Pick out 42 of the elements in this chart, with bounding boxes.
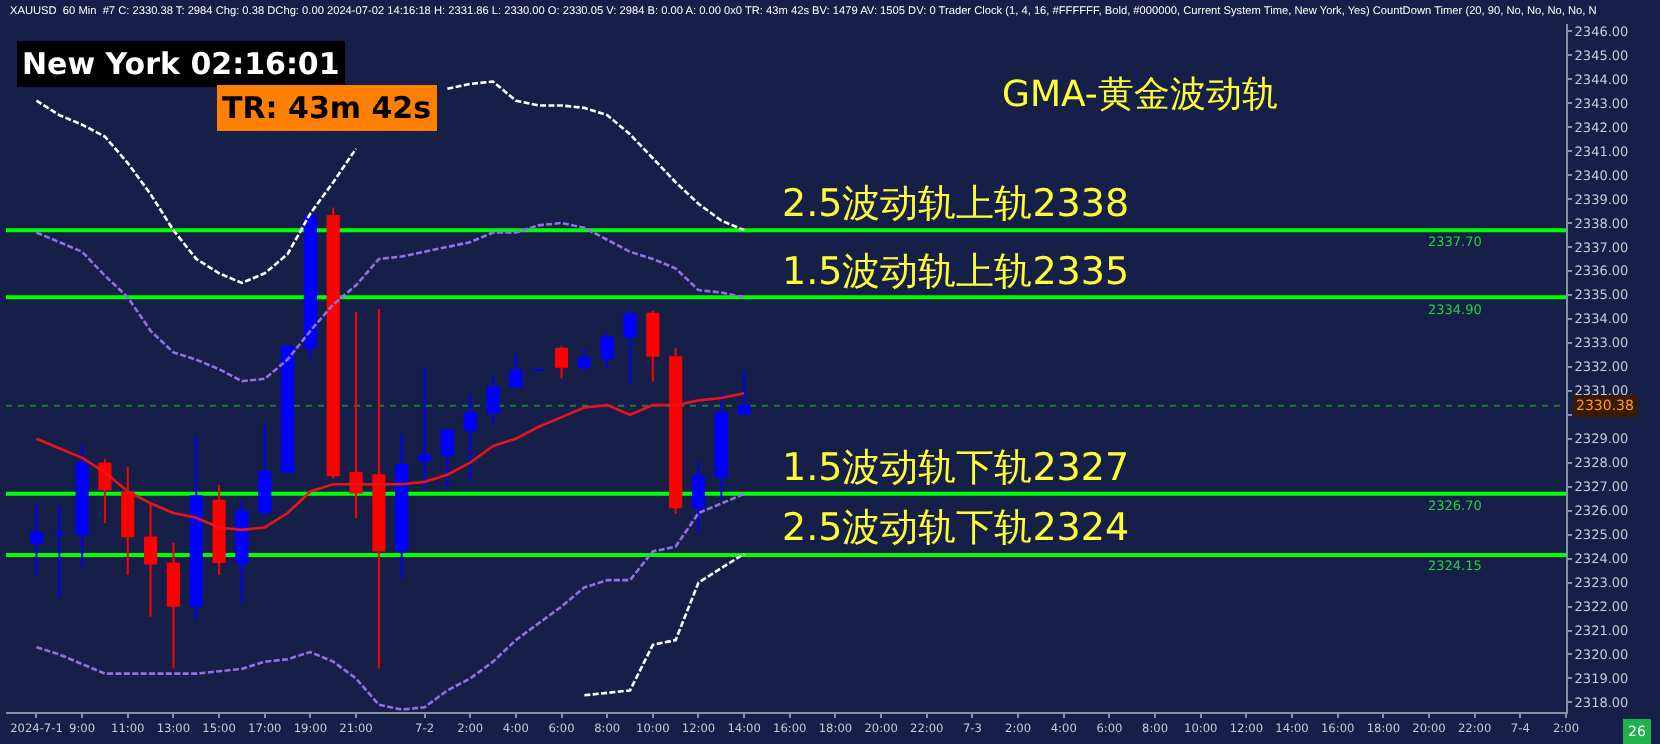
candlestick [691,461,706,534]
candlestick [75,443,89,569]
candlestick [98,457,112,525]
ref-line-label: 2.5波动轨下轨2324 [782,506,1130,550]
candlestick [646,309,660,383]
candlestick [326,206,340,480]
candlestick [486,374,500,425]
candlestick [29,502,44,576]
candlestick [440,429,454,489]
line-series [35,492,746,711]
annotation: New York 02:16:01 [22,46,340,82]
line-series [35,221,746,383]
candlestick [121,465,135,576]
candlestick [189,435,203,621]
candlestick [235,499,249,605]
candlestick [737,369,751,416]
candlestick [349,310,363,520]
line-series [35,391,746,532]
candlestick [623,309,637,385]
candlestick [52,506,66,599]
line-series [583,552,746,697]
candlestick [600,332,614,370]
candlestick [395,432,409,580]
candlestick [554,345,569,380]
candlestick [144,502,158,618]
annotation: TR: 43m 42s [222,90,432,126]
ref-line-label: 2.5波动轨上轨2338 [782,182,1130,226]
candlestick [417,366,432,489]
candlestick [669,347,683,515]
candlestick [714,393,728,500]
candlestick [212,483,226,576]
candlestick [577,348,591,372]
ref-line-label: 1.5波动轨上轨2335 [782,250,1130,294]
candlestick [509,353,523,390]
candlestick [303,215,317,361]
ref-line-label: 1.5波动轨下轨2327 [782,446,1130,490]
candlestick [372,307,386,670]
candlestick [166,541,180,670]
candlestick [280,344,295,476]
candlestick [258,422,272,518]
candlestick [463,393,477,483]
annotation: GMA-黄金波动轨 [1002,74,1278,116]
